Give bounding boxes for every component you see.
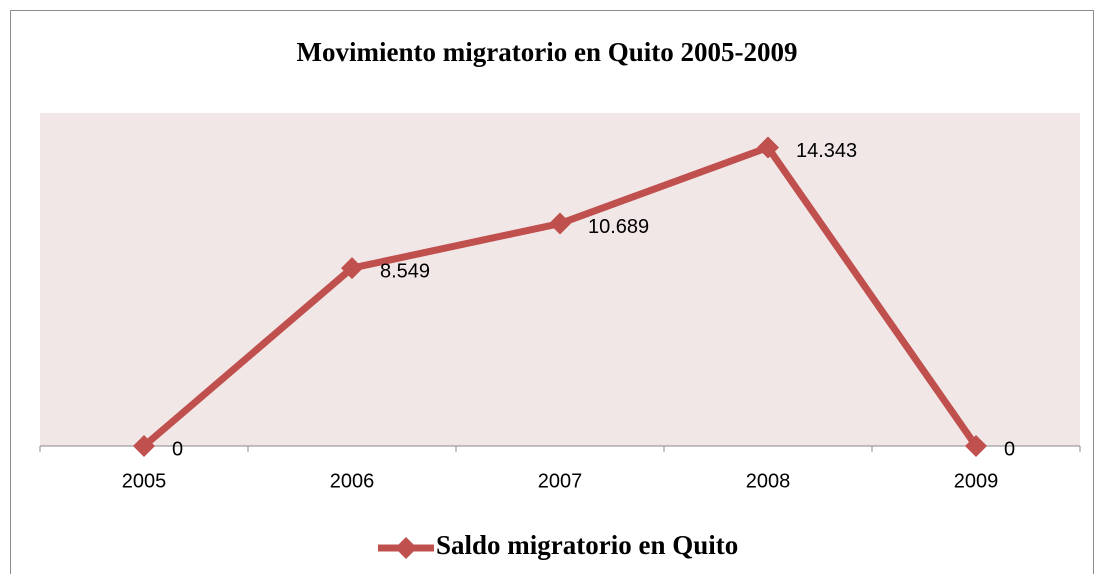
x-tick-label: 2009 [954, 470, 999, 492]
data-label: 8.549 [380, 260, 430, 282]
point-marker [549, 212, 571, 235]
x-tick-label: 2008 [746, 470, 791, 492]
x-tick-label: 2005 [122, 470, 167, 492]
point-marker [965, 435, 987, 457]
point-marker [341, 257, 363, 280]
chart-title: Movimiento migratorio en Quito 2005-2009 [297, 37, 798, 67]
point-marker [757, 136, 779, 159]
x-tick-label: 2007 [538, 470, 583, 492]
data-label: 0 [172, 438, 183, 460]
data-label: 10.689 [588, 216, 649, 238]
point-marker [133, 435, 155, 457]
x-tick-label: 2006 [330, 470, 375, 492]
legend-marker [395, 537, 417, 559]
data-label: 0 [1004, 438, 1015, 460]
data-label: 14.343 [796, 140, 857, 162]
legend-label: Saldo migratorio en Quito [436, 530, 738, 560]
plot-area [40, 113, 1080, 446]
